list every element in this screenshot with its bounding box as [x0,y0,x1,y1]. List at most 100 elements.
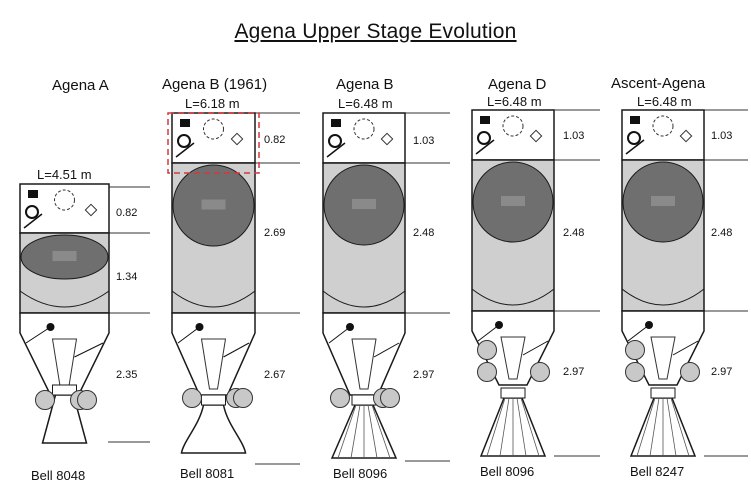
segment-aft-agena-b-1961: 2.67 [264,369,286,381]
segment-forward-agena-b-1961: 0.82 [264,134,286,146]
tank-marker [52,251,77,261]
tank-marker [651,196,675,206]
equipment-diamond [529,129,543,143]
equipment-sphere [353,118,375,140]
segment-tank-agena-a: 1.34 [116,271,138,283]
nozzle-throat [351,394,377,406]
thruster-sphere [477,340,497,360]
feed-line [477,324,500,342]
nozzle-rib [499,397,510,457]
feed-line [672,340,699,356]
nozzle-rib [649,397,660,457]
segment-aft-agena-a: 2.35 [116,369,138,381]
segment-tank-agena-b-1961: 2.69 [264,227,286,239]
nozzle-rib [350,404,361,459]
nozzle-throat [650,387,676,399]
stage-name-ascent-agena: Ascent-Agena [611,75,706,92]
thruster-sphere [625,340,645,360]
nozzle-rib [337,404,357,459]
aft-bulkhead [19,290,110,308]
thruster-sphere [530,362,550,382]
segment-tank-agena-b: 2.48 [413,227,435,239]
nozzle-rib [367,404,378,459]
equipment-diamond [380,132,394,146]
thruster-sphere [182,388,202,408]
nozzle-rib [666,397,677,457]
feed-line [223,342,250,358]
aft-section [171,312,256,396]
stage-name-agena-d: Agena D [488,76,547,93]
tank-marker [201,199,226,210]
nozzle-rib [636,397,656,457]
segment-forward-agena-a: 0.82 [116,207,138,219]
stage-agena-ascent [621,109,748,457]
antenna [175,142,195,158]
stage-length-agena-a: L=4.51 m [37,167,92,182]
thruster-sphere [77,390,97,410]
stage-name-agena-b: Agena B [336,76,394,93]
stage-agena-a [19,183,150,444]
tank-marker [501,196,525,206]
feed-line [522,340,549,356]
nozzle-rib [670,397,690,457]
engine-nozzle [180,404,247,454]
feed-line [74,342,104,358]
segment-forward-agena-b: 1.03 [413,135,435,147]
nozzle-throat [52,384,77,396]
equipment-bottle [477,131,491,145]
nozzle-rib [486,397,506,457]
feed-line [373,342,400,358]
aft-section [19,312,110,396]
segment-tank-ascent-agena: 2.48 [711,227,733,239]
feed-line [25,326,51,344]
stage-name-agena-b-1961: Agena B (1961) [162,76,268,93]
equipment-diamond [84,203,98,217]
aft-bulkhead [471,288,555,306]
diagram-title: Agena Upper Stage Evolution [234,20,517,43]
equipment-bottle [328,134,342,148]
thruster-sphere [477,362,497,382]
stage-length-agena-d: L=6.48 m [487,94,542,109]
thruster-sphere [35,390,55,410]
segment-tank-agena-d: 2.48 [563,227,585,239]
equipment-box [331,119,341,127]
engine-label-agena-b-1961: Bell 8081 [180,466,235,481]
segment-aft-ascent-agena: 2.97 [711,366,733,378]
stage-length-agena-b-1961: L=6.18 m [185,96,240,111]
forward-section-highlight [167,112,260,174]
feed-line [627,324,650,342]
nozzle-rib [520,397,540,457]
equipment-sphere [54,189,75,211]
engine-label-agena-a: Bell 8048 [31,468,86,483]
equipment-box [28,190,38,198]
nozzle-throat [500,387,526,399]
antenna [23,213,43,229]
engine-label-ascent-agena: Bell 8247 [630,464,685,479]
engine-label-agena-b: Bell 8096 [333,466,388,481]
equipment-box [180,119,190,127]
nozzle-throat [201,394,226,406]
aft-section [322,312,406,396]
stage-agena-b-1961 [167,112,300,465]
equipment-box [480,116,490,124]
thruster-sphere [380,388,400,408]
antenna [326,142,346,158]
nozzle-rib [516,397,527,457]
equipment-bottle [177,134,191,148]
antenna [475,139,495,155]
aft-bulkhead [322,290,406,308]
antenna [625,139,645,155]
engine-label-agena-d: Bell 8096 [480,464,535,479]
aft-bulkhead [171,290,256,308]
thruster-sphere [233,388,253,408]
equipment-diamond [679,129,693,143]
feed-line [328,326,351,344]
turbopump [200,338,227,390]
tank-marker [352,199,376,209]
segment-aft-agena-b: 2.97 [413,369,435,381]
segment-forward-ascent-agena: 1.03 [711,130,733,142]
turbopump [500,336,526,380]
equipment-diamond [230,132,244,146]
